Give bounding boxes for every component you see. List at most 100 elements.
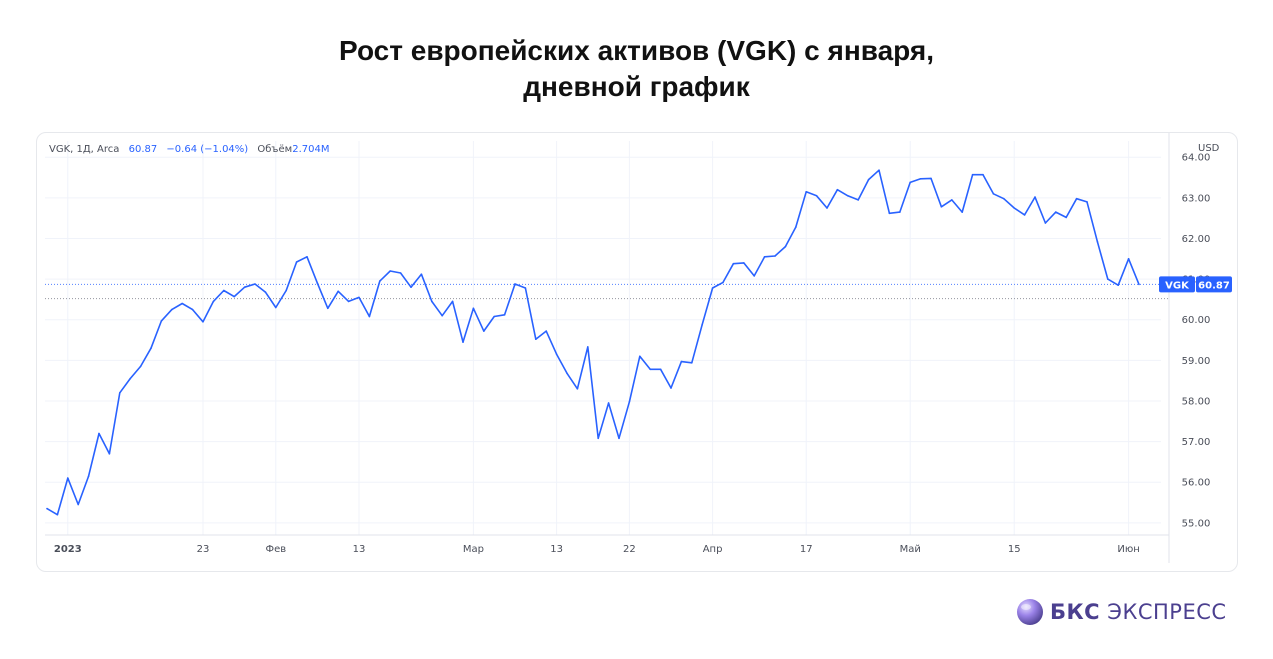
data-point <box>316 282 319 284</box>
y-tick-label: 63.00 <box>1182 193 1211 204</box>
data-point <box>919 178 922 180</box>
x-tick-label: Фев <box>265 544 286 555</box>
data-point <box>940 206 943 208</box>
price-tag-value-box <box>1196 276 1232 293</box>
data-point <box>722 281 724 284</box>
data-point <box>358 296 360 299</box>
price-tag-symbol-box <box>1159 276 1195 293</box>
y-tick-label: 59.00 <box>1182 356 1211 367</box>
data-point <box>992 193 995 195</box>
data-point <box>524 287 527 289</box>
data-point <box>815 195 818 197</box>
data-point <box>483 330 485 332</box>
data-point <box>649 368 651 371</box>
page-title: Рост европейских активов (VGK) с января,… <box>0 33 1273 105</box>
data-point <box>659 368 662 371</box>
data-point <box>150 347 152 349</box>
data-point <box>503 314 506 316</box>
data-point <box>805 191 807 193</box>
price-tag-value: 60.87 <box>1198 280 1230 291</box>
brand-logo-block: БКС ЭКСПРЕСС <box>1016 596 1227 628</box>
data-point <box>847 195 849 197</box>
data-point <box>930 177 932 180</box>
x-tick-label: 22 <box>623 544 636 555</box>
data-point <box>795 226 797 228</box>
data-point <box>233 295 235 298</box>
data-point <box>1138 283 1140 286</box>
data-point <box>46 507 48 510</box>
data-point <box>639 355 641 358</box>
data-point <box>597 437 599 440</box>
data-point <box>888 212 891 215</box>
data-point <box>420 273 423 275</box>
data-point <box>431 300 433 303</box>
data-point <box>56 513 59 516</box>
data-point <box>691 362 693 364</box>
brand-name-rest: ЭКСПРЕСС <box>1107 600 1227 624</box>
data-point <box>191 308 194 311</box>
data-point <box>878 169 880 171</box>
data-point <box>1003 197 1005 200</box>
data-point <box>701 323 703 326</box>
data-point <box>555 353 558 355</box>
data-point <box>1096 240 1099 243</box>
data-point <box>243 286 246 288</box>
data-point <box>743 262 745 264</box>
brand-name: БКС ЭКСПРЕСС <box>1050 600 1227 624</box>
data-point <box>514 283 516 285</box>
data-point <box>576 388 579 390</box>
chart-legend: VGK, 1Д, Arca 60.87 −0.64 (−1.04%) Объём… <box>49 144 329 155</box>
data-point <box>202 321 204 323</box>
x-tick-label: Июн <box>1117 544 1139 555</box>
x-tick-label: 15 <box>1008 544 1021 555</box>
data-point <box>618 437 620 440</box>
data-point <box>212 300 215 303</box>
data-point <box>306 256 308 258</box>
data-point <box>337 290 340 293</box>
data-point <box>1075 197 1078 200</box>
data-point <box>961 211 963 213</box>
data-point <box>1034 196 1036 198</box>
data-point <box>670 387 672 389</box>
data-point <box>462 341 464 343</box>
data-point <box>493 315 496 318</box>
legend-symbol: VGK, 1Д, Arca <box>49 144 120 155</box>
data-point <box>732 262 735 265</box>
legend-change: −0.64 (−1.04%) <box>166 144 249 155</box>
data-point <box>1107 278 1109 280</box>
x-tick-label: 13 <box>550 544 563 555</box>
data-point <box>680 360 683 363</box>
legend-last-price: 60.87 <box>128 144 158 155</box>
x-tick-label: Май <box>900 544 921 555</box>
data-point <box>410 286 412 288</box>
data-point <box>139 365 142 368</box>
legend-volume-label: Объём <box>257 144 293 155</box>
data-point <box>535 338 537 340</box>
bks-sphere-logo-icon <box>1017 599 1043 625</box>
data-point <box>899 211 901 213</box>
data-point <box>108 453 111 455</box>
data-point <box>1127 258 1130 260</box>
data-point <box>566 372 568 375</box>
data-point <box>763 256 766 258</box>
data-point <box>1013 207 1015 209</box>
data-point <box>285 289 287 292</box>
currency-label: USD <box>1198 143 1220 154</box>
data-point <box>587 346 589 348</box>
data-point <box>98 432 100 435</box>
chart-panel[interactable]: 55.0056.0057.0058.0059.0060.0061.0062.00… <box>36 132 1238 572</box>
data-point <box>129 377 131 380</box>
data-point <box>857 199 859 201</box>
data-point <box>909 181 911 184</box>
page-title-line1: Рост европейских активов (VGK) с января, <box>338 35 935 66</box>
y-tick-label: 55.00 <box>1182 518 1211 529</box>
price-chart[interactable]: 55.0056.0057.0058.0059.0060.0061.0062.00… <box>37 133 1237 571</box>
data-point <box>87 475 90 477</box>
data-point <box>181 302 183 305</box>
data-point <box>368 315 371 318</box>
x-tick-label: 17 <box>800 544 813 555</box>
data-point <box>1023 214 1026 216</box>
data-point <box>254 283 256 285</box>
data-point <box>347 300 350 303</box>
data-point <box>826 207 828 209</box>
